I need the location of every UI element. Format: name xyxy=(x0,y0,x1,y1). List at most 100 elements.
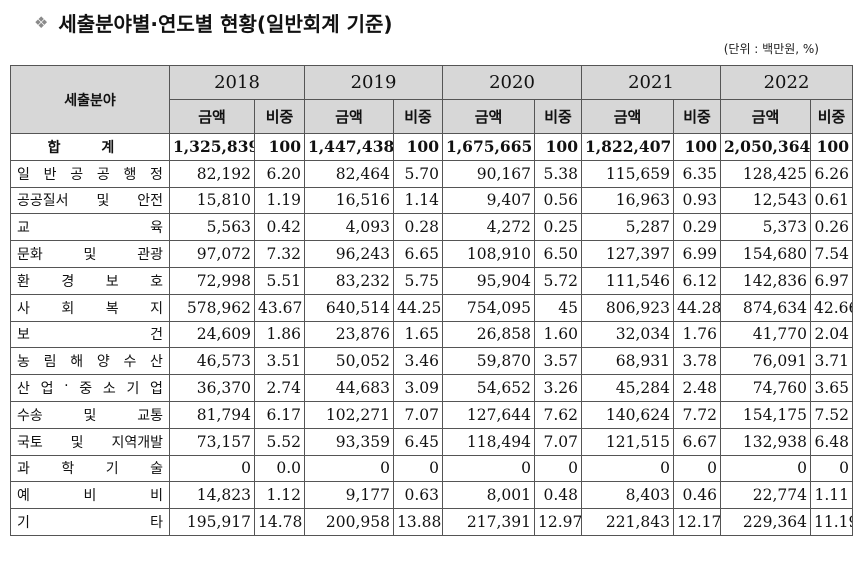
amount-cell: 8,403 xyxy=(581,481,674,510)
amount-cell: 45,284 xyxy=(581,374,674,402)
amount-cell: 1,822,407 xyxy=(581,133,674,161)
ratio-cell: 0.28 xyxy=(393,213,443,242)
amount-cell: 5,287 xyxy=(581,213,674,242)
amount-cell: 640,514 xyxy=(304,293,394,322)
ratio-cell: 3.26 xyxy=(534,374,582,402)
table-row: 환 경 보 호 72,998 5.51 83,232 5.75 95,904 5.72 111,54… xyxy=(10,266,853,295)
amount-cell: 0 xyxy=(304,454,394,483)
ratio-cell: 1.14 xyxy=(393,186,443,215)
ratio-cell: 0.93 xyxy=(673,186,721,215)
amount-cell: 121,515 xyxy=(581,427,674,456)
amount-cell: 1,325,839 xyxy=(169,133,255,161)
amount-cell: 140,624 xyxy=(581,400,674,429)
ratio-cell: 2.04 xyxy=(810,320,853,349)
ratio-cell: 3.57 xyxy=(534,347,582,376)
page-title: 세출분야별·연도별 현황(일반회계 기준) xyxy=(58,12,393,36)
ratio-cell: 100 xyxy=(393,133,443,161)
table-row: 공공질서 및 안전 15,810 1.19 16,516 1.14 9,407 0.56 16,9… xyxy=(10,186,853,215)
amount-cell: 73,157 xyxy=(169,427,255,456)
amount-cell: 83,232 xyxy=(304,266,394,295)
ratio-cell: 6.35 xyxy=(673,159,721,188)
ratio-cell: 11.19 xyxy=(810,508,853,536)
header-ratio: 비중 xyxy=(393,99,443,134)
ratio-cell: 6.12 xyxy=(673,266,721,295)
header-amount: 금액 xyxy=(720,99,811,134)
header-ratio: 비중 xyxy=(534,99,582,134)
amount-cell: 36,370 xyxy=(169,374,255,402)
amount-cell: 217,391 xyxy=(442,508,535,536)
ratio-cell: 0 xyxy=(673,454,721,483)
ratio-cell: 3.71 xyxy=(810,347,853,376)
amount-cell: 754,095 xyxy=(442,293,535,322)
ratio-cell: 0.61 xyxy=(810,186,853,215)
row-label: 합 계 xyxy=(10,133,170,161)
amount-cell: 90,167 xyxy=(442,159,535,188)
ratio-cell: 0 xyxy=(393,454,443,483)
ratio-cell: 7.72 xyxy=(673,400,721,429)
header-year: 2020 xyxy=(442,65,582,100)
amount-cell: 95,904 xyxy=(442,266,535,295)
ratio-cell: 0.48 xyxy=(534,481,582,510)
amount-cell: 221,843 xyxy=(581,508,674,536)
amount-cell: 1,675,665 xyxy=(442,133,535,161)
ratio-cell: 7.62 xyxy=(534,400,582,429)
ratio-cell: 0.26 xyxy=(810,213,853,242)
amount-cell: 874,634 xyxy=(720,293,811,322)
table-row: 산 업 · 중 소 기 업 36,370 2.74 44,683 3.09 54,652 3.26 45,… xyxy=(10,374,853,402)
ratio-cell: 5.72 xyxy=(534,266,582,295)
ratio-cell: 0.42 xyxy=(254,213,305,242)
amount-cell: 9,407 xyxy=(442,186,535,215)
ratio-cell: 6.17 xyxy=(254,400,305,429)
ratio-cell: 6.20 xyxy=(254,159,305,188)
amount-cell: 200,958 xyxy=(304,508,394,536)
ratio-cell: 7.07 xyxy=(393,400,443,429)
amount-cell: 128,425 xyxy=(720,159,811,188)
amount-cell: 97,072 xyxy=(169,240,255,268)
amount-cell: 15,810 xyxy=(169,186,255,215)
amount-cell: 68,931 xyxy=(581,347,674,376)
amount-cell: 2,050,364 xyxy=(720,133,811,161)
header-ratio: 비중 xyxy=(254,99,305,134)
table-row: 보 건 24,609 1.86 23,876 1.65 26,858 1.60 32,034 1.… xyxy=(10,320,853,349)
amount-cell: 46,573 xyxy=(169,347,255,376)
header-ratio: 비중 xyxy=(810,99,853,134)
amount-cell: 14,823 xyxy=(169,481,255,510)
ratio-cell: 6.99 xyxy=(673,240,721,268)
amount-cell: 154,680 xyxy=(720,240,811,268)
ratio-cell: 6.26 xyxy=(810,159,853,188)
diamond-bullet-icon: ❖ xyxy=(34,13,49,32)
budget-table: 세출분야 2018 2019 2020 2021 2022 금액 비중 금액 비중 금액 비중 금액 비중… xyxy=(10,65,853,536)
ratio-cell: 6.45 xyxy=(393,427,443,456)
ratio-cell: 3.09 xyxy=(393,374,443,402)
amount-cell: 229,364 xyxy=(720,508,811,536)
amount-cell: 44,683 xyxy=(304,374,394,402)
amount-cell: 81,794 xyxy=(169,400,255,429)
page-title-block: ❖ 세출분야별·연도별 현황(일반회계 기준) xyxy=(34,8,393,37)
ratio-cell: 14.78 xyxy=(254,508,305,536)
amount-cell: 24,609 xyxy=(169,320,255,349)
ratio-cell: 1.12 xyxy=(254,481,305,510)
amount-cell: 26,858 xyxy=(442,320,535,349)
table-row: 과 학 기 술 0 0.0 0 0 0 0 0 0 0 0 xyxy=(10,454,853,483)
header-amount: 금액 xyxy=(442,99,535,134)
amount-cell: 102,271 xyxy=(304,400,394,429)
amount-cell: 23,876 xyxy=(304,320,394,349)
ratio-cell: 100 xyxy=(673,133,721,161)
ratio-cell: 100 xyxy=(810,133,853,161)
ratio-cell: 0.46 xyxy=(673,481,721,510)
ratio-cell: 42.66 xyxy=(810,293,853,322)
table-row: 기 타 195,917 14.78 200,958 13.88 217,391 12.97 22… xyxy=(10,508,853,536)
amount-cell: 16,963 xyxy=(581,186,674,215)
ratio-cell: 0.0 xyxy=(254,454,305,483)
ratio-cell: 12.97 xyxy=(534,508,582,536)
table-body: 합 계 1,325,839 100 1,447,438 100 1,675,665 100 1… xyxy=(10,133,853,536)
ratio-cell: 5.52 xyxy=(254,427,305,456)
amount-cell: 127,644 xyxy=(442,400,535,429)
ratio-cell: 12.17 xyxy=(673,508,721,536)
